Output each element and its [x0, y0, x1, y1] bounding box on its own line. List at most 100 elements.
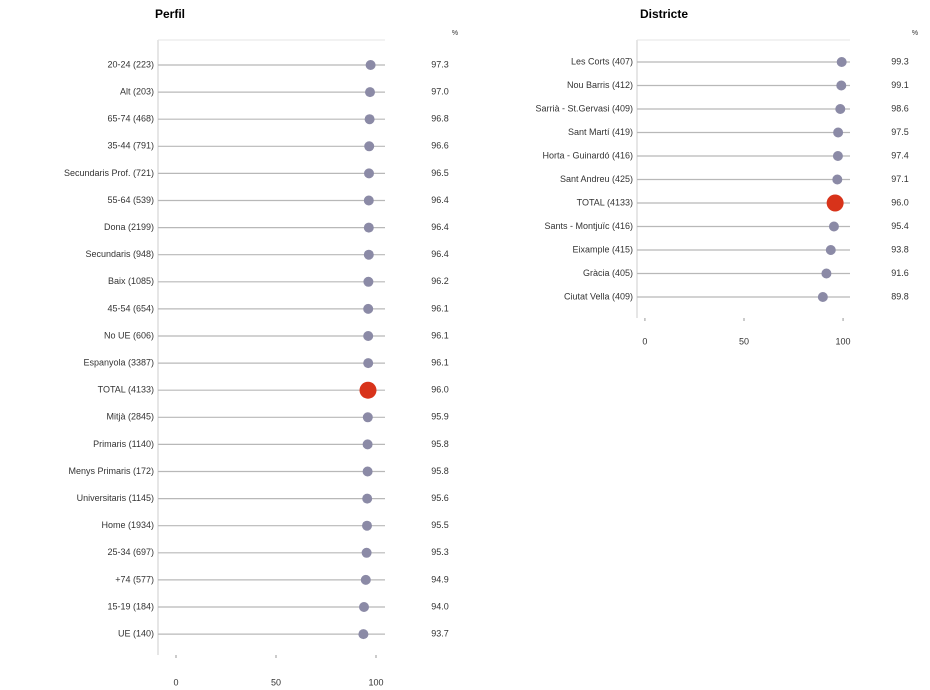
category-label: Alt (203): [120, 86, 154, 96]
value-label: 94.9: [431, 574, 449, 584]
dot: [836, 57, 847, 67]
x-tick-label: 100: [836, 336, 851, 346]
dot: [362, 412, 373, 423]
value-label: 96.0: [891, 197, 909, 207]
dot: [362, 439, 373, 450]
category-label: Sant Andreu (425): [560, 174, 633, 184]
category-label: Sarrià - St.Gervasi (409): [535, 103, 633, 113]
value-label: 93.7: [431, 628, 449, 638]
x-tick-label: 100: [368, 677, 383, 687]
dot: [360, 574, 371, 585]
category-label: Dona (2199): [104, 222, 154, 232]
value-label: 97.1: [891, 174, 909, 184]
category-label: 20-24 (223): [107, 59, 154, 69]
dot: [363, 358, 374, 369]
dot: [361, 547, 372, 558]
dot: [364, 168, 374, 179]
value-label: 96.1: [431, 357, 449, 367]
dot: [364, 114, 375, 125]
value-label: 95.5: [431, 520, 449, 530]
category-label: 15-19 (184): [107, 601, 154, 611]
category-label: Nou Barris (412): [567, 80, 633, 90]
dot: [817, 292, 828, 302]
category-label: 25-34 (697): [107, 547, 154, 557]
dot: [835, 104, 846, 114]
x-tick-label: 0: [642, 336, 647, 346]
value-label: 96.8: [431, 114, 449, 124]
dot: [365, 60, 376, 70]
dot: [365, 87, 375, 98]
value-header: %: [912, 30, 918, 37]
value-header: %: [452, 30, 458, 37]
x-tick-label: 50: [739, 336, 749, 346]
category-label: Sants - Montjuïc (416): [544, 221, 633, 231]
value-label: 99.1: [891, 80, 909, 90]
category-label: TOTAL (4133): [577, 197, 633, 207]
value-label: 97.5: [891, 127, 909, 137]
value-label: 93.8: [891, 244, 909, 254]
category-label: Menys Primaris (172): [68, 466, 154, 476]
value-label: 98.6: [891, 103, 909, 113]
value-label: 96.1: [431, 303, 449, 313]
value-label: 89.8: [891, 291, 909, 301]
category-label: Les Corts (407): [571, 56, 633, 66]
chart-title: Districte: [640, 7, 688, 21]
dot: [359, 381, 377, 399]
category-label: 55-64 (539): [107, 195, 154, 205]
category-label: Primaris (1140): [93, 439, 154, 449]
category-label: Secundaris Prof. (721): [64, 168, 154, 178]
dot: [363, 331, 374, 341]
dot: [363, 195, 374, 206]
category-label: 65-74 (468): [107, 114, 154, 124]
category-label: +74 (577): [115, 574, 154, 584]
dot: [836, 80, 847, 91]
dot: [362, 466, 373, 477]
value-label: 96.1: [431, 330, 449, 340]
dot: [363, 249, 374, 260]
category-label: Ciutat Vella (409): [564, 291, 633, 301]
dot: [832, 151, 843, 161]
value-label: 96.4: [431, 249, 449, 259]
value-label: 97.4: [891, 150, 909, 160]
category-label: TOTAL (4133): [98, 385, 154, 395]
category-label: UE (140): [118, 628, 154, 638]
dot: [832, 174, 843, 185]
dot: [821, 268, 832, 279]
category-label: 45-54 (654): [107, 303, 154, 313]
value-label: 99.3: [891, 56, 909, 66]
value-label: 95.4: [891, 221, 909, 231]
value-label: 95.3: [431, 547, 449, 557]
category-label: Eixample (415): [572, 244, 633, 254]
dot: [363, 303, 374, 314]
value-label: 91.6: [891, 268, 909, 278]
dot: [358, 629, 369, 640]
category-label: Espanyola (3387): [83, 357, 154, 367]
value-label: 95.6: [431, 493, 449, 503]
dot: [833, 127, 844, 138]
value-label: 94.0: [431, 601, 449, 611]
value-label: 95.9: [431, 412, 449, 422]
category-label: Sant Martí (419): [568, 127, 633, 137]
category-label: No UE (606): [104, 330, 154, 340]
dot: [825, 245, 836, 255]
chart-title: Perfil: [155, 7, 185, 21]
category-label: Gràcia (405): [583, 268, 633, 278]
category-label: 35-44 (791): [107, 141, 154, 151]
value-label: 96.5: [431, 168, 449, 178]
dot: [362, 520, 372, 531]
category-label: Baix (1085): [108, 276, 154, 286]
value-label: 97.3: [431, 59, 449, 69]
dot: [828, 221, 839, 232]
dot: [363, 276, 374, 287]
category-label: Horta - Guinardó (416): [542, 150, 633, 160]
dot: [826, 194, 844, 212]
value-label: 95.8: [431, 439, 449, 449]
category-label: Mitjà (2845): [106, 412, 154, 422]
category-label: Secundaris (948): [85, 249, 154, 259]
x-tick-label: 0: [173, 677, 178, 687]
value-label: 96.4: [431, 195, 449, 205]
value-label: 96.2: [431, 276, 449, 286]
x-tick-label: 50: [271, 677, 281, 687]
